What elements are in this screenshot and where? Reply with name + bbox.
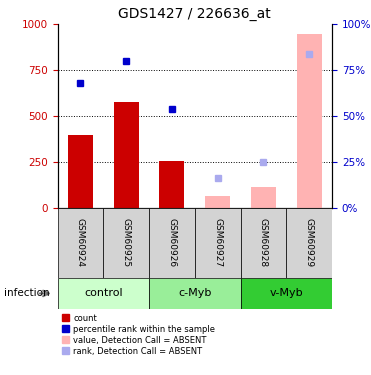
Bar	[159, 161, 184, 208]
Bar	[58, 278, 149, 309]
Text: control: control	[84, 288, 122, 298]
Legend: count, percentile rank within the sample, value, Detection Call = ABSENT, rank, : count, percentile rank within the sample…	[62, 314, 215, 356]
Bar	[68, 135, 93, 208]
Bar	[103, 208, 149, 278]
Bar	[251, 187, 276, 208]
Bar	[296, 34, 322, 208]
Bar	[149, 208, 195, 278]
Text: infection: infection	[4, 288, 49, 298]
Bar	[114, 102, 139, 208]
Text: v-Myb: v-Myb	[269, 288, 303, 298]
Text: GSM60929: GSM60929	[305, 218, 313, 267]
Text: GSM60927: GSM60927	[213, 218, 222, 267]
Text: c-Myb: c-Myb	[178, 288, 211, 298]
Text: GSM60924: GSM60924	[76, 218, 85, 267]
Bar	[240, 208, 286, 278]
Bar	[149, 278, 240, 309]
Bar	[205, 196, 230, 208]
Title: GDS1427 / 226636_at: GDS1427 / 226636_at	[118, 7, 271, 21]
Text: GSM60926: GSM60926	[167, 218, 176, 267]
Bar	[58, 208, 103, 278]
Bar	[195, 208, 240, 278]
Bar	[240, 278, 332, 309]
Text: GSM60928: GSM60928	[259, 218, 268, 267]
Text: GSM60925: GSM60925	[122, 218, 131, 267]
Bar	[286, 208, 332, 278]
